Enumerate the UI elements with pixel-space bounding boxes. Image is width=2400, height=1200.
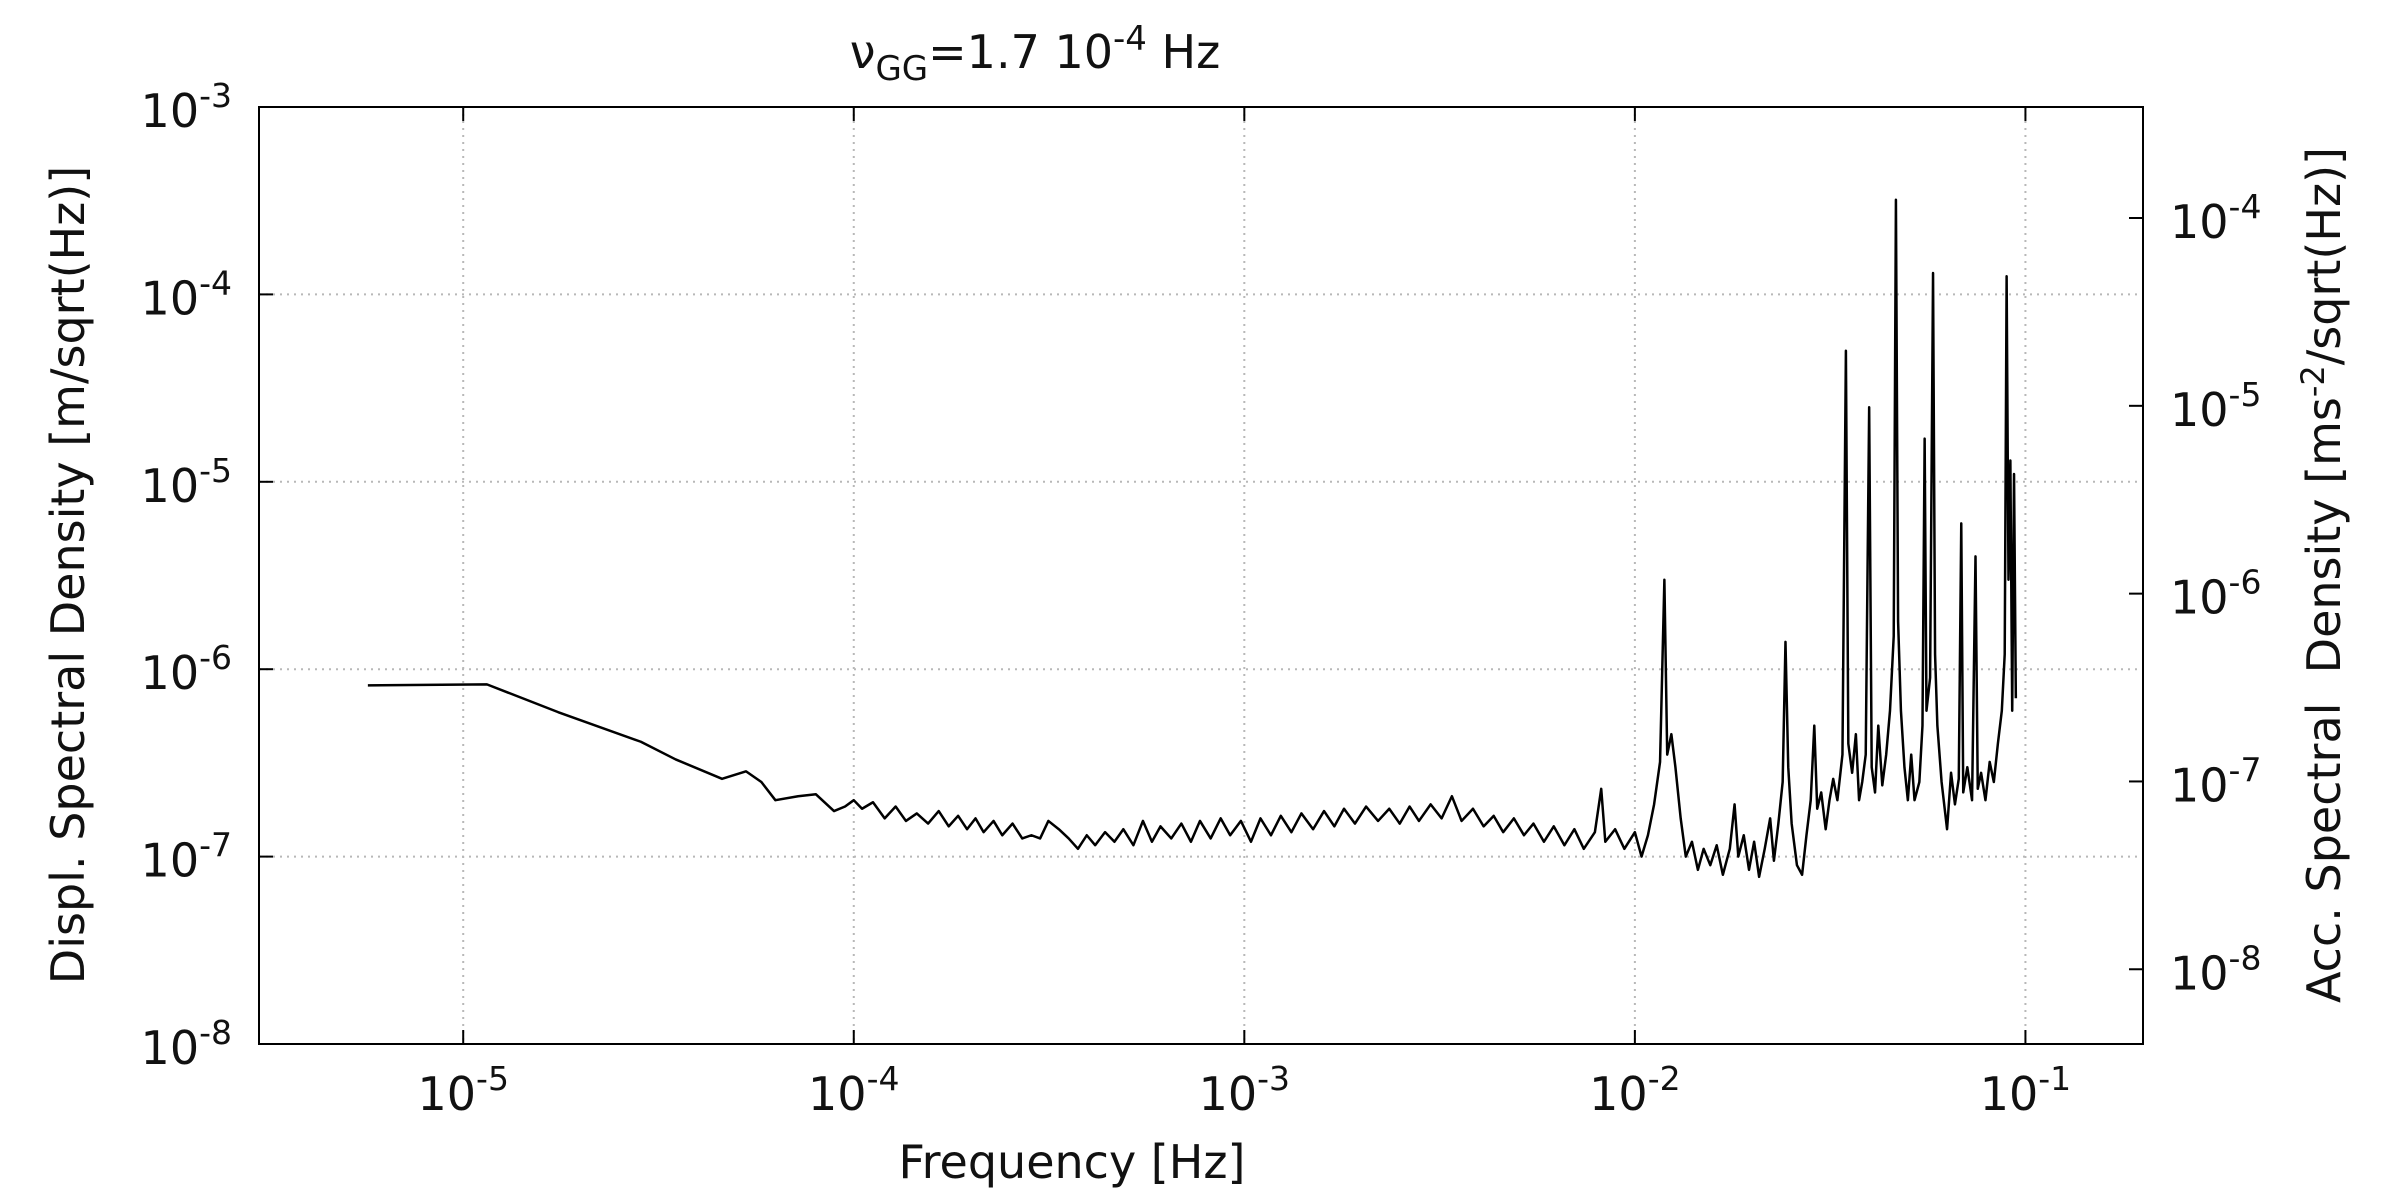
chart-title: νGG=1.7 10-4 Hz	[850, 19, 1221, 89]
x-tick-label: 10-5	[417, 1059, 508, 1121]
x-tick-label-base: 10	[417, 1067, 476, 1121]
y2-tick-label: 10-6	[2170, 563, 2261, 625]
y2-label-text: Acc. Spectral Density [ms	[2297, 397, 2351, 1003]
y-tick-label-base: 10	[141, 84, 200, 138]
plot-frame	[258, 106, 2144, 1045]
y2-label-rest: /sqrt(Hz)]	[2297, 147, 2351, 365]
y-tick-label-exponent: -7	[199, 826, 232, 865]
x-axis-label: Frequency [Hz]	[899, 1135, 1246, 1189]
y2-tick-label: 10-4	[2170, 187, 2261, 249]
y-tick-label: 10-3	[141, 76, 232, 138]
y2-tick-label: 10-8	[2170, 938, 2261, 1000]
title-exponent: -4	[1113, 19, 1147, 59]
y2-axis-label: Acc. Spectral Density [ms-2/sqrt(Hz)]	[2294, 147, 2351, 1003]
y-tick-label-base: 10	[141, 834, 200, 888]
y2-label-exponent: -2	[2294, 365, 2332, 397]
y-tick-label-base: 10	[141, 459, 200, 513]
y-tick-label-exponent: -3	[199, 76, 232, 115]
y-tick-label-base: 10	[141, 1021, 200, 1075]
x-tick-label-exponent: -3	[1257, 1059, 1290, 1098]
x-tick-label-base: 10	[1980, 1067, 2039, 1121]
y2-tick-label-base: 10	[2170, 571, 2229, 625]
x-tick-label: 10-4	[808, 1059, 899, 1121]
y-tick-label: 10-4	[141, 263, 232, 325]
y2-tick-label-exponent: -6	[2229, 563, 2262, 602]
x-tick-label: 10-1	[1980, 1059, 2071, 1121]
y2-tick-label-exponent: -5	[2229, 375, 2262, 414]
x-tick-label-exponent: -5	[476, 1059, 509, 1098]
title-value: =1.7 10	[928, 25, 1113, 79]
y-tick-label-exponent: -4	[199, 263, 232, 302]
y-tick-label-base: 10	[141, 646, 200, 700]
title-symbol: ν	[850, 25, 876, 79]
x-tick-label: 10-3	[1199, 1059, 1290, 1121]
y-tick-label: 10-8	[141, 1013, 232, 1075]
y2-tick-label: 10-7	[2170, 750, 2261, 812]
y2-tick-label-exponent: -8	[2229, 938, 2262, 977]
y2-tick-label-base: 10	[2170, 758, 2229, 812]
x-tick-label-exponent: -1	[2038, 1059, 2071, 1098]
x-tick-label-exponent: -4	[867, 1059, 900, 1098]
y-axis-label: Displ. Spectral Density [m/sqrt(Hz)]	[41, 166, 95, 984]
y2-tick-label-base: 10	[2170, 946, 2229, 1000]
y-tick-label-base: 10	[141, 271, 200, 325]
y2-tick-label-base: 10	[2170, 195, 2229, 249]
y2-tick-label: 10-5	[2170, 375, 2261, 437]
y-tick-label: 10-5	[141, 451, 232, 513]
y2-tick-label-exponent: -4	[2229, 187, 2262, 226]
title-subscript: GG	[875, 49, 928, 89]
x-tick-label: 10-2	[1589, 1059, 1680, 1121]
x-tick-label-exponent: -2	[1648, 1059, 1681, 1098]
y-tick-label-exponent: -5	[199, 451, 232, 490]
y2-tick-label-exponent: -7	[2229, 750, 2262, 789]
y-tick-label-exponent: -8	[199, 1013, 232, 1052]
y-tick-label-exponent: -6	[199, 638, 232, 677]
y-tick-label: 10-7	[141, 826, 232, 888]
x-tick-label-base: 10	[1199, 1067, 1258, 1121]
data-line	[367, 198, 2018, 879]
y2-tick-label-base: 10	[2170, 383, 2229, 437]
y-tick-label: 10-6	[141, 638, 232, 700]
x-tick-label-base: 10	[808, 1067, 867, 1121]
title-unit: Hz	[1147, 25, 1220, 79]
x-tick-label-base: 10	[1589, 1067, 1648, 1121]
